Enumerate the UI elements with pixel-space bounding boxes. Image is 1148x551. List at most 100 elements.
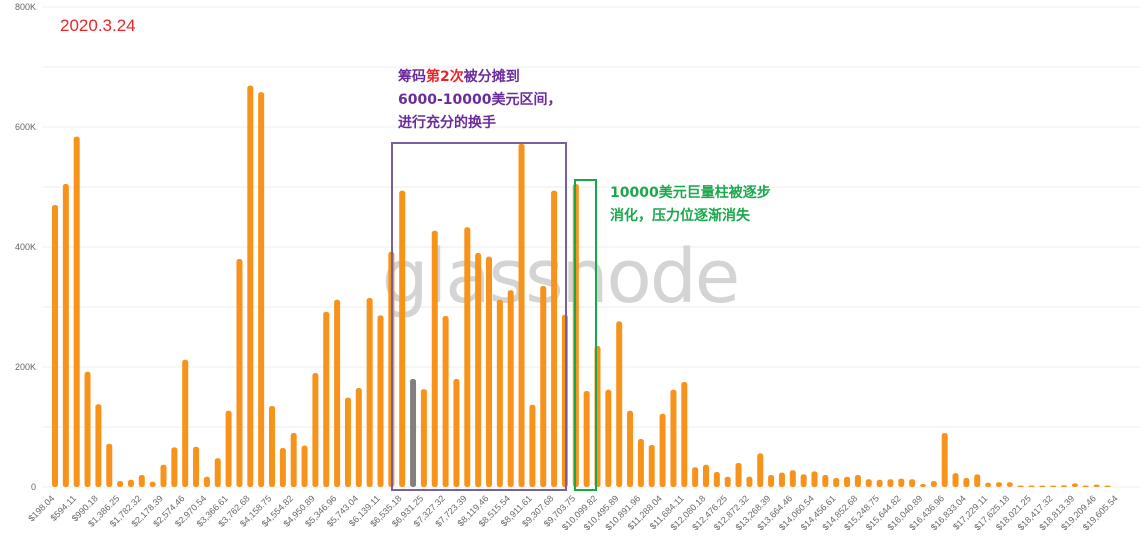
bar xyxy=(833,478,840,487)
bar xyxy=(62,184,69,487)
bar xyxy=(898,478,905,487)
bar xyxy=(377,315,384,487)
green-annotation: 10000美元巨量柱被逐步 消化，压力位逐渐消失 xyxy=(610,182,771,228)
bar xyxy=(887,479,894,487)
bar xyxy=(117,481,124,487)
bar xyxy=(1039,485,1046,487)
bar xyxy=(431,230,438,488)
bar xyxy=(1028,485,1035,487)
purple-highlight-box xyxy=(391,142,567,491)
bar xyxy=(616,321,623,487)
bar xyxy=(865,479,872,487)
bar xyxy=(1017,485,1024,487)
y-tick-label: 800K xyxy=(15,2,36,12)
bar xyxy=(637,439,644,487)
bar xyxy=(290,433,297,487)
bar xyxy=(995,482,1002,487)
purple-text-1a: 筹码 xyxy=(398,69,426,85)
purple-text-3: 进行充分的换手 xyxy=(398,115,496,131)
bar xyxy=(1050,485,1057,487)
bar xyxy=(876,479,883,487)
bar xyxy=(659,413,666,487)
bar xyxy=(583,391,590,487)
bar xyxy=(670,389,677,487)
bar xyxy=(149,481,156,487)
glassnode-watermark: glassnode xyxy=(382,234,739,320)
bar xyxy=(529,404,536,487)
bar xyxy=(420,389,427,487)
bar xyxy=(627,410,634,487)
bar xyxy=(486,256,492,487)
bar xyxy=(84,371,91,487)
purple-text-1c: 被分摊到 xyxy=(463,69,520,85)
bar xyxy=(138,475,145,487)
bar xyxy=(269,406,275,487)
bar xyxy=(1093,484,1100,487)
bar xyxy=(746,476,753,487)
bar xyxy=(366,298,373,487)
green-text-2: 消化，压力位逐渐消失 xyxy=(610,208,750,224)
bar xyxy=(323,311,330,487)
bar xyxy=(605,389,612,487)
bar xyxy=(735,463,742,487)
y-tick-label: 400K xyxy=(15,242,36,252)
bar xyxy=(768,475,775,487)
bar xyxy=(974,474,981,487)
bar xyxy=(854,475,861,487)
bar xyxy=(1104,485,1111,487)
bar xyxy=(789,470,796,487)
y-tick-label: 600K xyxy=(15,122,36,132)
bar xyxy=(160,464,167,487)
bar xyxy=(1061,485,1068,487)
bar xyxy=(334,299,341,487)
bar xyxy=(800,474,807,487)
y-tick-label: 200K xyxy=(15,362,36,372)
bar xyxy=(453,379,460,487)
bar xyxy=(236,259,243,487)
bar xyxy=(681,382,688,487)
bar xyxy=(247,85,254,487)
purple-text-2: 6000-10000美元区间， xyxy=(398,92,562,108)
bar xyxy=(182,359,189,487)
bar xyxy=(225,410,232,487)
bar xyxy=(171,447,178,487)
bar xyxy=(551,190,558,487)
bar xyxy=(518,143,525,488)
bar xyxy=(442,316,449,487)
bar xyxy=(1082,485,1089,487)
bar xyxy=(952,473,959,487)
bar xyxy=(301,445,308,487)
bar xyxy=(258,92,265,487)
bar xyxy=(703,464,709,487)
bar xyxy=(963,478,970,487)
bar xyxy=(941,433,948,487)
bar xyxy=(844,476,851,487)
bar xyxy=(95,404,102,487)
bar xyxy=(778,472,785,487)
bar xyxy=(930,481,937,487)
bar xyxy=(193,446,200,487)
bar xyxy=(496,299,503,487)
bar xyxy=(1071,483,1078,487)
bar xyxy=(713,472,720,487)
bar xyxy=(344,397,351,487)
bar xyxy=(985,482,992,487)
bar xyxy=(312,373,319,487)
bar xyxy=(822,475,829,487)
bar xyxy=(909,479,916,487)
bar xyxy=(757,453,764,487)
green-highlight-box xyxy=(574,179,597,491)
bar xyxy=(214,458,221,487)
bar xyxy=(724,476,731,487)
bar xyxy=(355,388,362,487)
bar xyxy=(203,476,210,487)
bar xyxy=(127,479,134,487)
bar xyxy=(540,286,547,487)
bar xyxy=(692,467,699,487)
purple-annotation: 筹码第2次被分摊到 6000-10000美元区间， 进行充分的换手 xyxy=(398,66,561,135)
purple-text-highlight: 第2次 xyxy=(426,69,464,85)
bar xyxy=(811,471,818,487)
bar xyxy=(73,136,80,487)
bar xyxy=(52,205,58,487)
